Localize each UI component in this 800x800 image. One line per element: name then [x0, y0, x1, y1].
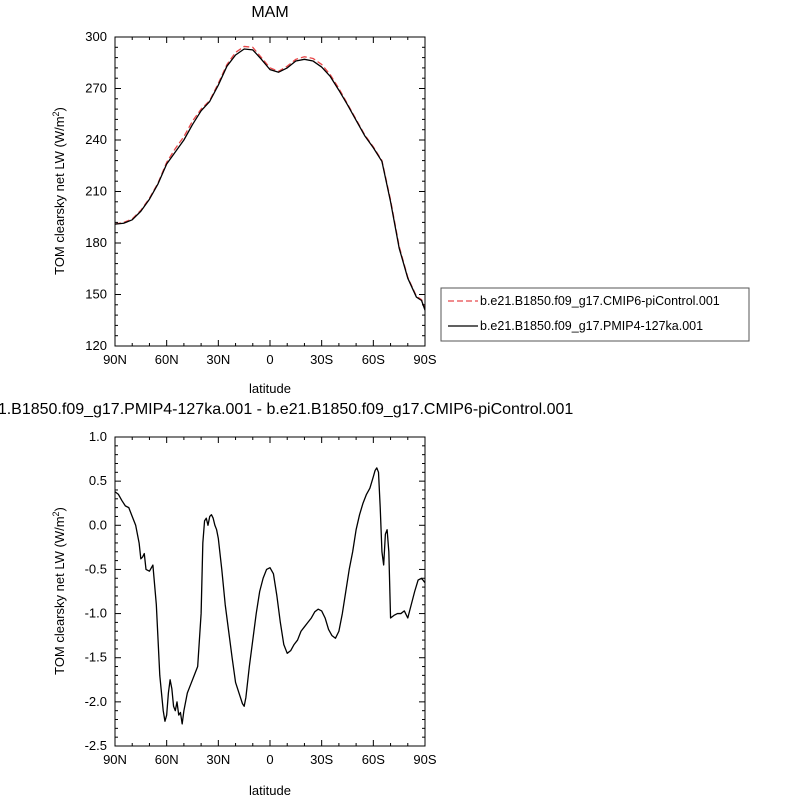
top-x-tick-label: 90S: [413, 352, 436, 367]
top-y-tick-label: 150: [85, 287, 107, 302]
top-x-tick-label: 0: [266, 352, 273, 367]
top-y-tick-label: 300: [85, 29, 107, 44]
top-y-axis-label: TOM clearsky net LW (W/m2): [51, 107, 67, 275]
bottom-y-tick-label: 0.5: [89, 473, 107, 488]
top-x-tick-label: 60N: [155, 352, 179, 367]
bottom-x-tick-label: 60N: [155, 752, 179, 767]
legend: b.e21.B1850.f09_g17.CMIP6-piControl.001 …: [440, 287, 750, 342]
top-x-tick-label: 30S: [310, 352, 333, 367]
top-series-line-1: [115, 48, 425, 313]
bottom-y-tick-label: -1.0: [85, 606, 107, 621]
top-series-line-0: [115, 45, 425, 311]
bottom-y-tick-label: -2.0: [85, 694, 107, 709]
bottom-y-axis-label: TOM clearsky net LW (W/m2): [51, 507, 67, 675]
bottom-y-tick-label: 1.0: [89, 429, 107, 444]
legend-box: [440, 287, 750, 342]
bottom-x-tick-label: 90S: [413, 752, 436, 767]
top-x-axis-label: latitude: [249, 381, 291, 396]
panel-top: MAM 90N 60N 30N 0 30S 60S 90S 120 150 180 210 240 27…: [51, 4, 750, 396]
bottom-chart-title: b.e21.B1850.f09_g17.PMIP4-127ka.001 - b.…: [0, 401, 573, 418]
top-x-tick-label: 90N: [103, 352, 127, 367]
top-plot-frame: [114, 36, 426, 347]
legend-label-127ka: b.e21.B1850.f09_g17.PMIP4-127ka.001: [480, 319, 703, 333]
top-y-tick-label: 210: [85, 184, 107, 199]
bottom-series-line-0: [115, 467, 425, 725]
bottom-x-tick-label: 30N: [206, 752, 230, 767]
top-chart-title: MAM: [251, 4, 288, 21]
bottom-y-tick-label: 0.0: [89, 517, 107, 532]
top-x-tick-label: 60S: [362, 352, 385, 367]
bottom-x-tick-label: 90N: [103, 752, 127, 767]
bottom-y-tick-label: -2.5: [85, 738, 107, 753]
top-y-tick-label: 180: [85, 235, 107, 250]
bottom-y-axis-label-end: ): [52, 507, 67, 511]
bottom-y-axis-label-sup: 2: [51, 511, 61, 516]
bottom-x-axis-label: latitude: [249, 783, 291, 798]
top-y-axis-label-sup: 2: [51, 111, 61, 116]
bottom-y-tick-label: -1.5: [85, 650, 107, 665]
bottom-x-tick-label: 0: [266, 752, 273, 767]
panel-bottom: b.e21.B1850.f09_g17.PMIP4-127ka.001 - b.…: [0, 401, 573, 798]
top-y-axis-label-main: TOM clearsky net LW (W/m: [52, 116, 67, 274]
bottom-y-tick-label: -0.5: [85, 561, 107, 576]
top-y-axis-label-end: ): [52, 107, 67, 111]
top-x-tick-label: 30N: [206, 352, 230, 367]
legend-label-picontrol: b.e21.B1850.f09_g17.CMIP6-piControl.001: [480, 294, 720, 308]
bottom-x-tick-label: 30S: [310, 752, 333, 767]
bottom-y-axis-label-main: TOM clearsky net LW (W/m: [52, 516, 67, 674]
top-y-tick-label: 270: [85, 81, 107, 96]
bottom-x-tick-label: 60S: [362, 752, 385, 767]
top-y-tick-label: 240: [85, 132, 107, 147]
top-y-tick-label: 120: [85, 338, 107, 353]
